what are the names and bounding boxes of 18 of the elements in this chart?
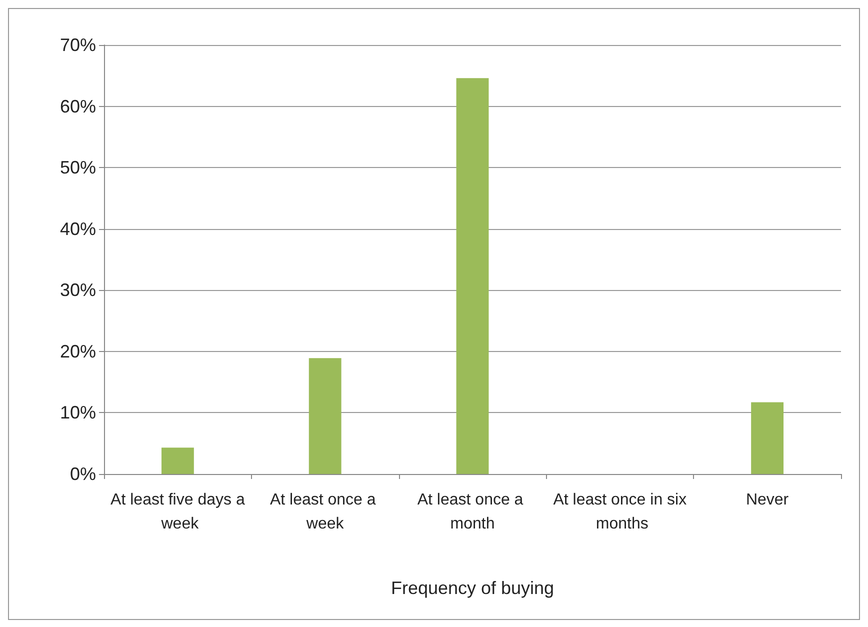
x-axis-title: Frequency of buying	[390, 578, 554, 598]
y-tick-label: 50%	[60, 158, 96, 178]
x-tick-label: At least once a month	[417, 492, 528, 532]
y-tick-label: 40%	[60, 218, 96, 239]
bar	[751, 402, 784, 474]
x-tick-label: At least five days a week	[110, 492, 245, 532]
y-tick-label: 30%	[60, 280, 96, 300]
bar	[308, 358, 342, 474]
y-tick-label: 10%	[60, 402, 96, 423]
x-tick-label: At least once in six months	[553, 492, 687, 532]
y-tick-label: 20%	[60, 341, 96, 362]
bar	[456, 78, 489, 474]
x-tick-label: Never	[746, 492, 790, 508]
bar	[161, 448, 194, 474]
y-tick-label: 60%	[60, 96, 96, 116]
y-tick-label: 70%	[60, 35, 96, 55]
y-tick-label: 0%	[70, 464, 96, 484]
x-tick-label: At least once a week	[270, 492, 380, 532]
